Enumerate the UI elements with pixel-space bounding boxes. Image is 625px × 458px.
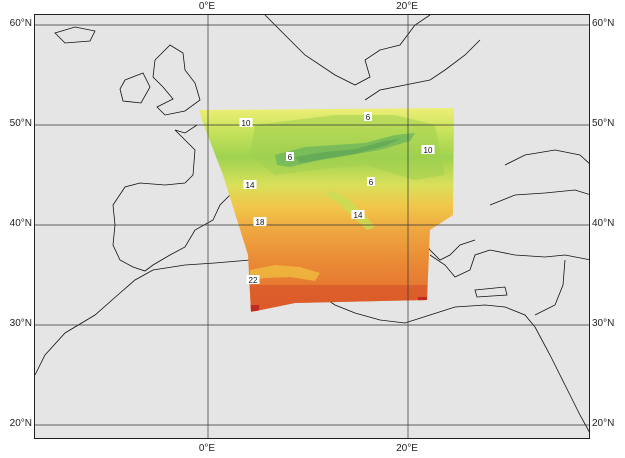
contour-label-bg bbox=[421, 145, 435, 154]
contour-label-text: 6 bbox=[369, 178, 374, 187]
hottest-pixels bbox=[418, 297, 432, 305]
contour-label: 22 bbox=[246, 275, 260, 285]
contour-label-text: 6 bbox=[366, 113, 371, 122]
contour-label-text: 6 bbox=[288, 153, 293, 162]
contour-label: 14 bbox=[351, 210, 365, 220]
hottest-pixels-2 bbox=[249, 305, 259, 311]
coast-greece bbox=[429, 249, 491, 278]
lat-tick-label-right: 30°N bbox=[592, 318, 615, 329]
contour-label: 14 bbox=[243, 180, 257, 190]
lon-tick-label-bottom: 0°E bbox=[198, 443, 216, 454]
contour-label: 18 bbox=[253, 217, 267, 227]
lat-tick-label-left: 20°N bbox=[9, 418, 32, 429]
contour-label: 6 bbox=[364, 112, 372, 122]
contour-label-text: 14 bbox=[354, 211, 363, 220]
south-hot bbox=[245, 285, 435, 312]
map-canvas[interactable]: 10 6 10 6 6 14 14 18 22 bbox=[35, 15, 590, 439]
contour-label-bg bbox=[364, 112, 372, 121]
coast-turkey-south bbox=[489, 249, 589, 261]
apennine-cool bbox=[327, 190, 375, 230]
coast-ireland bbox=[119, 72, 151, 104]
coast-baltic bbox=[364, 39, 481, 101]
atlas-cool bbox=[250, 265, 320, 281]
contour-label-text: 22 bbox=[249, 276, 258, 285]
contour-label: 10 bbox=[239, 118, 253, 128]
lon-tick-label-top: 20°E bbox=[396, 1, 418, 12]
contour-label-text: 10 bbox=[424, 146, 433, 155]
contour-label-bg bbox=[253, 217, 267, 226]
central-europe-green bbox=[250, 115, 445, 180]
contour-label-bg bbox=[351, 210, 365, 219]
contour-label-bg bbox=[239, 118, 253, 127]
contour-label-bg bbox=[367, 177, 375, 186]
contour-label: 6 bbox=[367, 177, 375, 187]
lat-tick-label-right: 20°N bbox=[592, 418, 615, 429]
lat-tick-label-right: 60°N bbox=[592, 18, 615, 29]
contour-label-text: 18 bbox=[256, 218, 265, 227]
contour-label-text: 10 bbox=[242, 119, 251, 128]
lat-tick-label-left: 40°N bbox=[9, 218, 32, 229]
temperature-field bbox=[199, 108, 454, 312]
lat-tick-label-left: 60°N bbox=[9, 18, 32, 29]
map-frame[interactable]: 10 6 10 6 6 14 14 18 22 bbox=[34, 14, 590, 439]
contour-label: 6 bbox=[286, 152, 294, 162]
contour-label-bg bbox=[246, 275, 260, 284]
contour-label: 10 bbox=[421, 145, 435, 155]
lat-tick-label-right: 50°N bbox=[592, 118, 615, 129]
coast-turkey bbox=[489, 189, 589, 206]
contour-label-bg bbox=[286, 152, 294, 161]
lon-tick-label-top: 0°E bbox=[198, 1, 216, 12]
contour-label-bg bbox=[243, 180, 257, 189]
coast-black-sea bbox=[504, 149, 589, 166]
coast-france-iberia bbox=[112, 124, 231, 272]
lat-tick-label-left: 50°N bbox=[9, 118, 32, 129]
graticule bbox=[35, 15, 589, 438]
coast-levant bbox=[534, 259, 566, 316]
lat-tick-label-right: 40°N bbox=[592, 218, 615, 229]
lon-tick-label-bottom: 20°E bbox=[396, 443, 418, 454]
lat-tick-label-left: 30°N bbox=[9, 318, 32, 329]
coast-crete bbox=[474, 286, 508, 298]
coast-iceland bbox=[54, 26, 96, 44]
contour-labels: 10 6 10 6 6 14 14 18 22 bbox=[239, 112, 435, 285]
coast-red-sea bbox=[534, 326, 589, 433]
coast-britain bbox=[152, 44, 201, 116]
coast-scandinavia bbox=[264, 15, 431, 86]
contour-label-text: 14 bbox=[246, 181, 255, 190]
